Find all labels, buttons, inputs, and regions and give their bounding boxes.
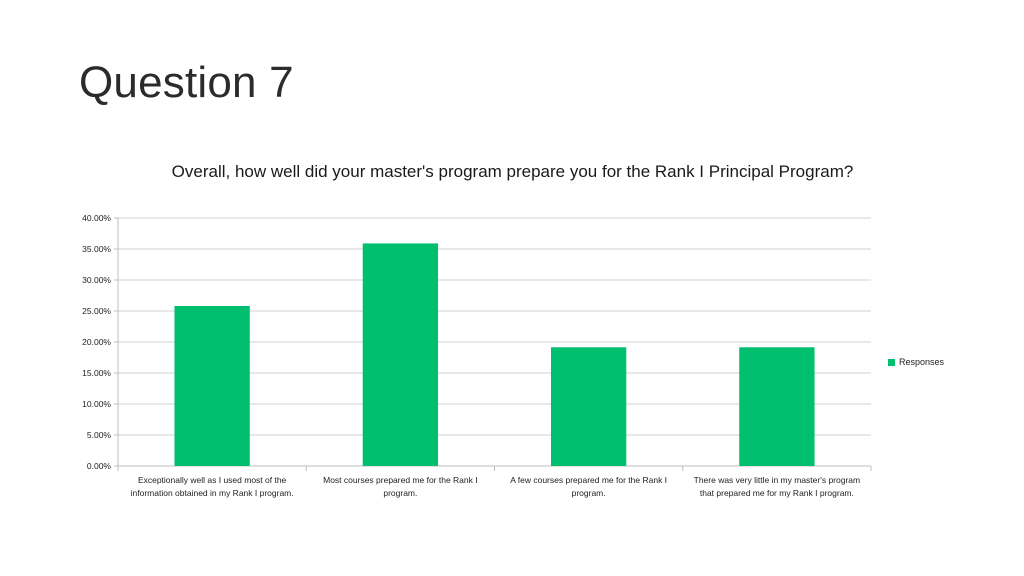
legend: Responses: [888, 357, 944, 367]
legend-label: Responses: [899, 357, 945, 367]
bar: [739, 347, 815, 466]
bar: [550, 347, 627, 466]
y-tick-label: 10.00%: [82, 399, 111, 409]
bar: [174, 305, 250, 466]
chart-title: Overall, how well did your master's prog…: [171, 162, 854, 181]
legend-swatch: [888, 358, 895, 366]
y-tick-label: 25.00%: [82, 306, 111, 316]
x-tick-label: Most courses prepared me for the Rank I …: [323, 475, 478, 498]
y-tick-label: 5.00%: [87, 430, 112, 440]
x-tick-label: Exceptionally well as I used most of the…: [130, 475, 294, 498]
y-tick-label: 20.00%: [82, 337, 111, 347]
x-tick-label: There was very little in my master's pro…: [693, 475, 861, 498]
y-tick-label: 35.00%: [82, 244, 111, 254]
y-tick-label: 30.00%: [82, 275, 111, 285]
slide-title: Question 7: [79, 58, 294, 107]
y-tick-label: 0.00%: [87, 461, 112, 471]
y-tick-label: 40.00%: [82, 213, 111, 223]
x-tick-label: A few courses prepared me for the Rank I…: [510, 475, 668, 498]
y-tick-label: 15.00%: [82, 368, 111, 378]
bar: [362, 243, 439, 466]
